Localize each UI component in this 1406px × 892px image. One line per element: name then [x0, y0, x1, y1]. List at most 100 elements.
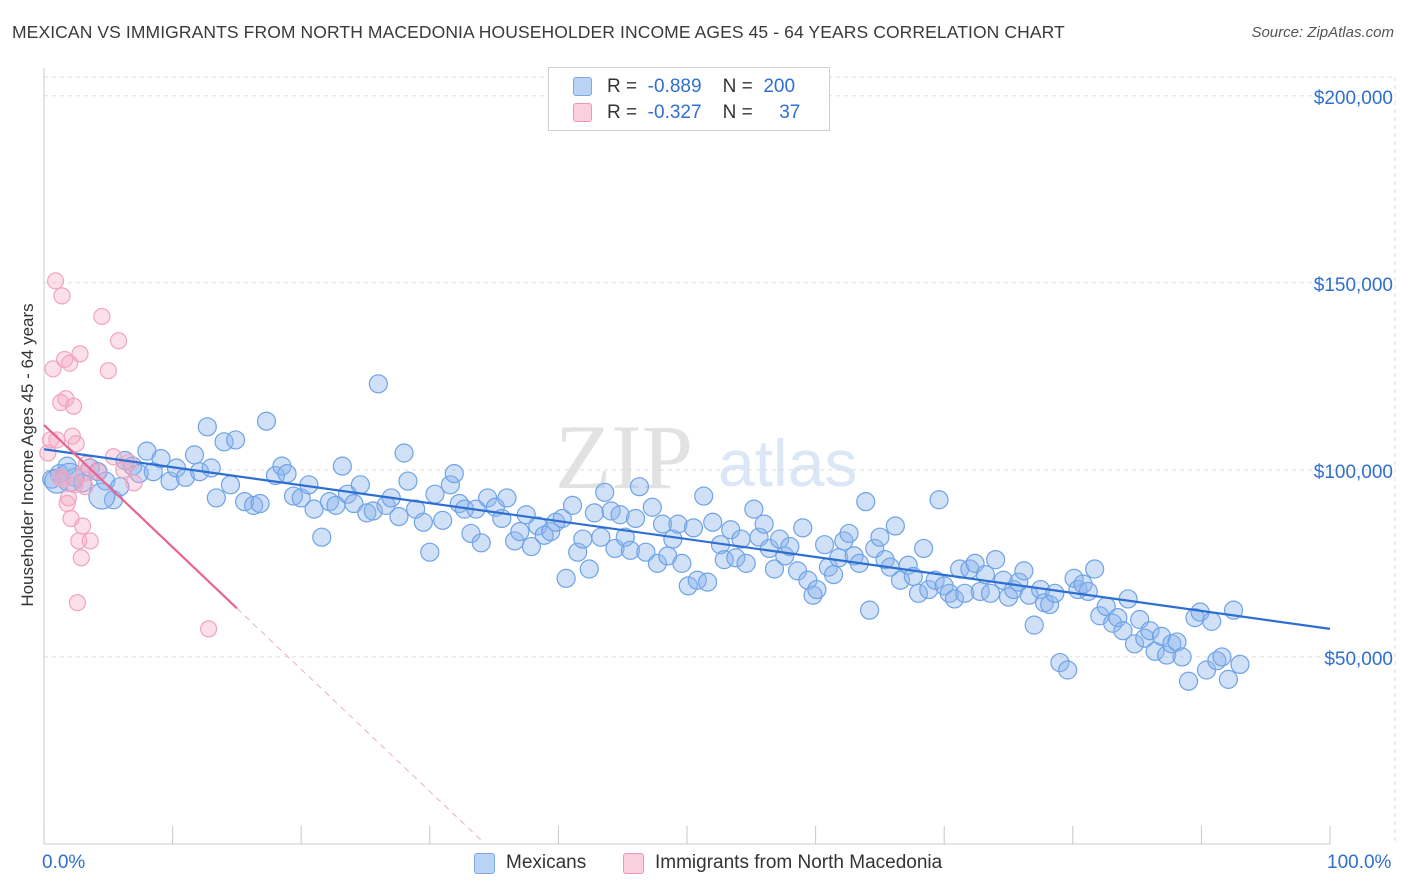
legend-swatch-north-macedonia	[573, 103, 592, 122]
correlation-legend: R = -0.889 N = 200 R = -0.327 N = 37	[548, 67, 830, 131]
mexicans-trend-line	[43, 448, 1331, 630]
mexicans-point-25	[220, 475, 241, 495]
mexicans-point-55	[420, 542, 440, 562]
legend-swatch-north-macedonia	[623, 853, 644, 874]
series-legend: Mexicans Immigrants from North Macedonia	[0, 852, 1406, 878]
mexicans-point-177	[1085, 559, 1105, 579]
mexicans-point-110	[726, 548, 746, 568]
trend-lines	[43, 424, 1331, 841]
mexicans-point-26	[226, 430, 246, 450]
mexicans-point-82	[579, 559, 599, 579]
mexicans-point-44	[350, 475, 370, 495]
north-macedonia-point-21	[71, 345, 89, 363]
mexicans-point-117	[764, 559, 785, 579]
north-macedonia-point-18	[67, 435, 85, 453]
mexicans-point-15	[151, 449, 171, 469]
mexicans-point-153	[955, 583, 975, 603]
north-macedonia-point-32	[109, 332, 128, 350]
watermark-zip: ZIP	[555, 406, 693, 508]
mexicans-point-113	[744, 499, 764, 519]
mexicans-point-90	[620, 540, 641, 560]
mexicans-point-171	[1050, 652, 1070, 673]
mexicans-point-145	[914, 538, 934, 559]
mexicans-point-56	[425, 484, 445, 504]
mexicans-point-38	[312, 527, 332, 547]
mexicans-point-148	[929, 490, 949, 510]
north-macedonia-point-22	[72, 549, 90, 567]
north-macedonia-point-30	[99, 362, 117, 380]
north-macedonia-trend-extension	[236, 607, 482, 841]
north-macedonia-point-31	[104, 448, 123, 466]
y-tick-label-0: $50,000	[1324, 648, 1393, 670]
mexicans-cluster-point-1	[88, 482, 116, 510]
mexicans-point-164	[1014, 561, 1034, 581]
mexicans-point-93	[636, 542, 656, 562]
mexicans-point-58	[440, 475, 460, 495]
mexicans-point-33	[277, 463, 297, 484]
mexicans-point-198	[1202, 611, 1222, 631]
north-macedonia-point-29	[93, 307, 111, 326]
mexicans-point-146	[919, 579, 939, 600]
north-macedonia-point-36	[200, 620, 218, 638]
mexicans-point-137	[870, 527, 890, 547]
north-macedonia-point-25	[76, 478, 94, 496]
mexicans-point-41	[332, 456, 352, 476]
mexicans-point-140	[885, 516, 905, 536]
mexicans-point-192	[1167, 632, 1187, 652]
chart-title: MEXICAN VS IMMIGRANTS FROM NORTH MACEDON…	[12, 22, 1065, 42]
mexicans-point-102	[683, 518, 704, 538]
mexicans-point-106	[703, 512, 723, 532]
legend-n-label: N =	[722, 102, 753, 123]
mexicans-point-172	[1058, 660, 1078, 680]
axes	[43, 68, 1331, 845]
north-macedonia-point-23	[73, 517, 92, 535]
mexicans-point-190	[1157, 645, 1177, 665]
north-macedonia-point-17	[66, 476, 84, 494]
mexicans-point-21	[197, 417, 217, 437]
mexicans-point-126	[815, 535, 835, 555]
y-tick-label-3: $200,000	[1313, 87, 1393, 109]
x-tick-label-max: 100.0%	[1327, 852, 1392, 873]
mexicans-point-194	[1178, 671, 1199, 691]
mexicans-point-101	[678, 576, 698, 596]
legend-swatch-mexicans	[474, 853, 495, 874]
mexicans-point-201	[1218, 669, 1239, 689]
mexicans-point-70	[510, 521, 530, 542]
mexicans-point-75	[541, 521, 561, 542]
mexicans-point-64	[471, 533, 491, 553]
mexicans-point-37	[304, 499, 324, 519]
mexicans-point-29	[250, 493, 270, 514]
mexicans-point-72	[521, 536, 541, 557]
legend-n-value-north-macedonia: 37	[779, 102, 801, 123]
mexicans-point-122	[793, 518, 813, 538]
mexicans-point-83	[584, 503, 605, 523]
mexicans-point-51	[394, 443, 414, 463]
legend-n-label: N =	[722, 76, 753, 97]
mexicans-point-150	[939, 583, 959, 603]
mexicans-point-180	[1103, 613, 1123, 633]
legend-swatch-mexicans	[573, 77, 592, 96]
mexicans-point-52	[398, 471, 418, 491]
north-macedonia-point-0	[39, 444, 57, 462]
legend-r-label: R =	[607, 102, 638, 123]
mexicans-point-81	[573, 529, 593, 549]
y-tick-label-2: $150,000	[1313, 274, 1393, 296]
mexicans-point-85	[595, 482, 615, 502]
mexicans-point-166	[1024, 615, 1044, 635]
chart-source: Source: ZipAtlas.com	[1251, 24, 1394, 41]
mexicans-point-169	[1040, 594, 1060, 615]
mexicans-point-151	[944, 589, 965, 609]
mexicans-point-19	[184, 445, 205, 465]
mexicans-point-176	[1078, 581, 1098, 602]
mexicans-point-92	[629, 477, 650, 497]
mexicans-point-131	[839, 523, 859, 544]
y-axis-label: Householder Income Ages 45 - 64 years	[18, 303, 37, 607]
mexicans-point-187	[1140, 621, 1160, 641]
north-macedonia-point-3	[46, 272, 65, 290]
mexicans-point-170	[1045, 583, 1065, 603]
mexicans-point-59	[444, 463, 464, 484]
mexicans-point-104	[694, 486, 714, 506]
north-macedonia-points	[39, 272, 218, 638]
north-macedonia-trend-line	[43, 424, 238, 610]
